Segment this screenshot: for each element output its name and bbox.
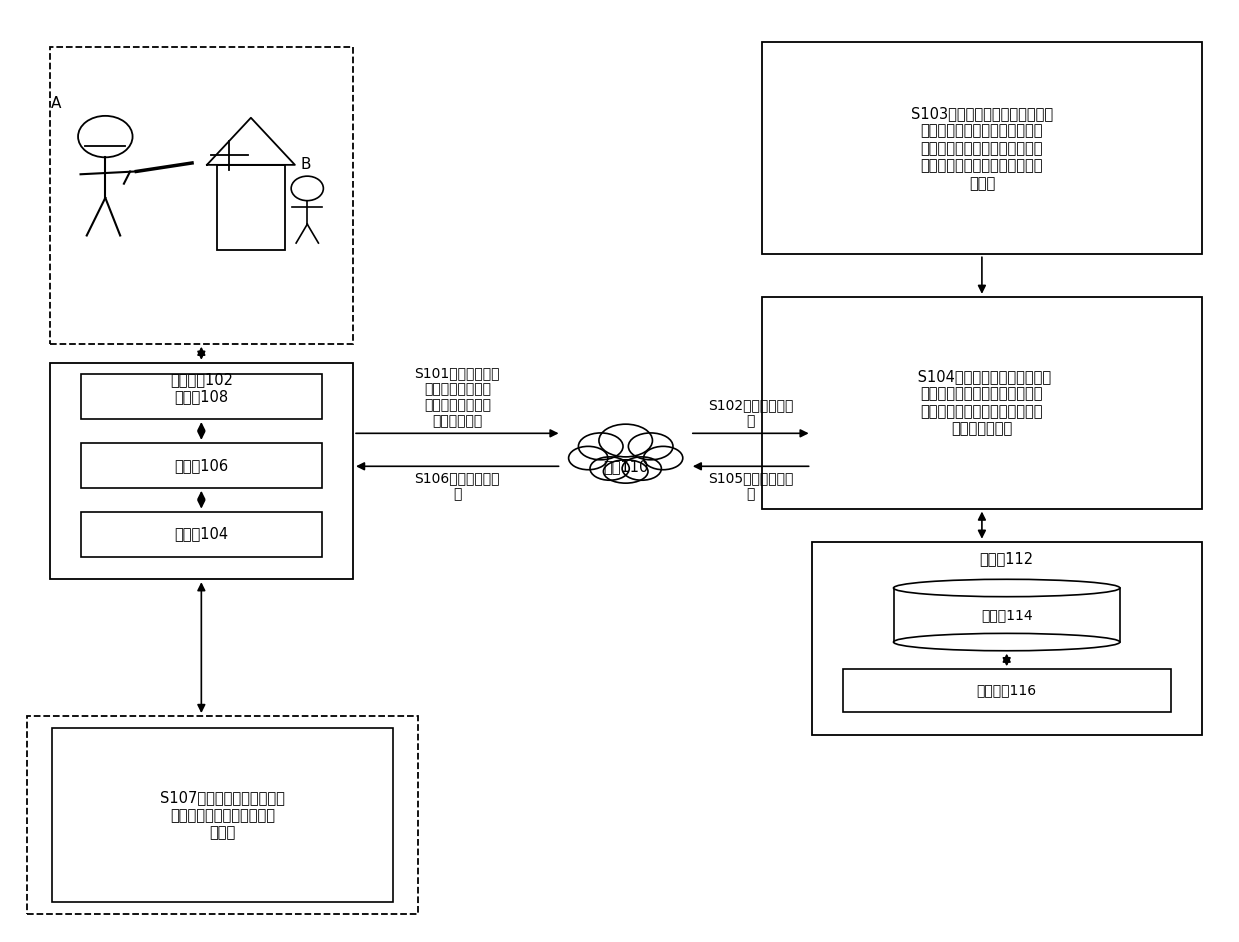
Ellipse shape — [893, 579, 1120, 596]
Bar — [217, 165, 285, 250]
Text: S107，在人机交互界面中显
示与飞行轨迹匹配的轨迹渲
染结果: S107，在人机交互界面中显 示与飞行轨迹匹配的轨迹渲 染结果 — [160, 790, 285, 840]
Text: S106，发送飞行轨
迹: S106，发送飞行轨 迹 — [415, 471, 501, 501]
Circle shape — [291, 176, 323, 201]
Text: S101，在游戏应用
客户端运行一局游
戏任务的过程中，
发送获取指令: S101，在游戏应用 客户端运行一局游 戏任务的过程中， 发送获取指令 — [415, 366, 501, 429]
Bar — [762, 297, 1202, 509]
Text: S105，发送飞行轨
迹: S105，发送飞行轨 迹 — [707, 471, 793, 501]
Text: S103，接收并响应该获取指令，
获取游戏任务提供的虚拟场景中
执行射击操作的目标虚拟角色控
制的射击道具所在的位置以及射
击方向: S103，接收并响应该获取指令， 获取游戏任务提供的虚拟场景中 执行射击操作的目… — [911, 106, 1053, 190]
Bar — [27, 716, 418, 914]
Bar — [81, 512, 322, 557]
Ellipse shape — [569, 447, 608, 470]
Ellipse shape — [603, 460, 648, 483]
Circle shape — [78, 116, 133, 157]
Bar — [843, 669, 1171, 711]
Ellipse shape — [590, 457, 629, 480]
Text: 用户设备102: 用户设备102 — [170, 372, 233, 387]
Bar — [50, 47, 353, 344]
Text: B: B — [301, 157, 311, 172]
Text: S102，发送获取指
令: S102，发送获取指 令 — [707, 398, 793, 429]
Ellipse shape — [579, 433, 623, 460]
Text: 服务器112: 服务器112 — [980, 551, 1033, 566]
Bar — [893, 588, 1120, 642]
Text: 数据库114: 数据库114 — [981, 608, 1032, 622]
Text: 存储器104: 存储器104 — [175, 527, 228, 542]
Text: 网络110: 网络110 — [603, 459, 648, 474]
Text: 处理器106: 处理器106 — [175, 458, 228, 473]
Ellipse shape — [598, 424, 653, 457]
Bar — [812, 542, 1202, 735]
Bar — [52, 728, 393, 902]
Ellipse shape — [643, 447, 683, 470]
Bar — [50, 363, 353, 579]
Bar — [81, 374, 322, 419]
Text: S104，生成射击道具射出的子
弹的飞行轨迹，其中，飞行轨迹
为从射击道具所在的位置沿射击
方向发出的射线: S104，生成射击道具射出的子 弹的飞行轨迹，其中，飞行轨迹 为从射击道具所在的… — [913, 369, 1051, 436]
Text: 处理引擎116: 处理引擎116 — [976, 683, 1037, 697]
Ellipse shape — [622, 457, 662, 480]
Bar — [81, 443, 322, 488]
Text: 显示器108: 显示器108 — [175, 389, 228, 404]
Ellipse shape — [893, 633, 1120, 651]
Text: A: A — [51, 96, 61, 111]
Bar — [762, 42, 1202, 254]
Ellipse shape — [628, 433, 673, 460]
